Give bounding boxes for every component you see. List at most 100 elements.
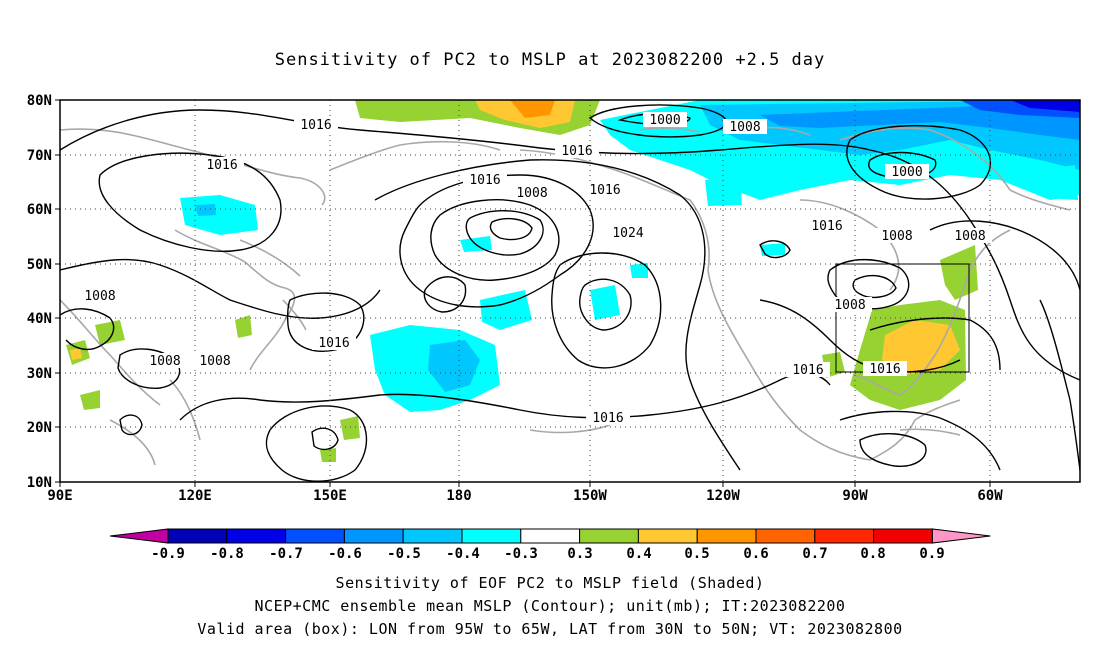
- colorbar-swatch: [285, 528, 345, 544]
- colorbar-label: 0.5: [684, 546, 709, 562]
- svg-text:1008: 1008: [84, 289, 115, 304]
- isobar-label: 1000: [885, 164, 929, 180]
- colorbar-label: -0.4: [446, 546, 480, 562]
- shaded-positive-areas: [66, 100, 978, 462]
- lon-label: 150E: [313, 488, 347, 504]
- svg-text:1016: 1016: [300, 118, 331, 133]
- latitude-labels: 80N 70N 60N 50N 40N 30N 20N 10N: [27, 93, 52, 491]
- colorbar-arrow-right: [931, 528, 991, 544]
- colorbar-swatch: [696, 528, 757, 544]
- colorbar-label: 0.7: [802, 546, 827, 562]
- isobar-label: 1016: [805, 218, 849, 234]
- chart-title: Sensitivity of PC2 to MSLP at 2023082200…: [274, 50, 826, 70]
- isobar-label: 1016: [463, 172, 507, 188]
- shaded-negative-areas: [180, 100, 1080, 412]
- svg-text:1016: 1016: [318, 336, 349, 351]
- lon-label: 150W: [573, 488, 607, 504]
- longitude-labels: 90E 120E 150E 180 150W 120W 90W 60W: [47, 488, 1003, 504]
- colorbar-swatch: [402, 528, 463, 544]
- colorbar-swatch: [461, 528, 522, 544]
- lon-label: 120E: [178, 488, 212, 504]
- caption-line-1: Sensitivity of EOF PC2 to MSLP field (Sh…: [335, 574, 765, 592]
- svg-text:1008: 1008: [954, 229, 985, 244]
- svg-text:1016: 1016: [561, 144, 592, 159]
- map-frame: [59, 99, 1081, 483]
- svg-text:1008: 1008: [516, 186, 547, 201]
- colorbar-swatch: [579, 528, 639, 544]
- isobar-label: 1016: [555, 143, 599, 159]
- svg-text:1000: 1000: [649, 113, 680, 128]
- isobar-label: 1016: [583, 182, 627, 198]
- isobar-label: 1008: [948, 228, 992, 244]
- lon-label: 90W: [842, 488, 868, 504]
- svg-text:1024: 1024: [612, 226, 643, 241]
- colorbar-swatch: [637, 528, 698, 544]
- colorbar-label: -0.3: [504, 546, 538, 562]
- colorbar-label: -0.7: [269, 546, 303, 562]
- svg-text:1008: 1008: [834, 298, 865, 313]
- isobar-label: 1008: [875, 228, 919, 244]
- lon-label: 60W: [977, 488, 1003, 504]
- lon-label: 90E: [47, 488, 72, 504]
- caption-line-2: NCEP+CMC ensemble mean MSLP (Contour); u…: [254, 597, 846, 615]
- isobar-label: 1016: [863, 361, 907, 377]
- isobar-label: 1024: [606, 225, 650, 241]
- axis-ticks: [55, 99, 991, 487]
- colorbar-label: -0.6: [328, 546, 362, 562]
- svg-text:1016: 1016: [792, 363, 823, 378]
- lat-label: 10N: [27, 475, 52, 491]
- colorbar-labels: -0.9 -0.8 -0.7 -0.6 -0.5 -0.4 -0.3 0.3 0…: [151, 546, 945, 562]
- svg-text:1016: 1016: [811, 219, 842, 234]
- svg-text:1008: 1008: [881, 229, 912, 244]
- isobar-label: 1016: [586, 410, 630, 426]
- colorbar-label: -0.8: [210, 546, 244, 562]
- svg-text:1016: 1016: [206, 158, 237, 173]
- isobar-label: 1008: [78, 288, 122, 304]
- lon-label: 180: [446, 488, 471, 504]
- isobar-labels: 1016 1000 1008 1016 1016 1008 1016 1000 …: [78, 112, 992, 426]
- lat-label: 60N: [27, 202, 52, 218]
- svg-text:1008: 1008: [199, 354, 230, 369]
- colorbar-swatch: [343, 528, 404, 544]
- colorbar-label: 0.3: [567, 546, 592, 562]
- isobar-label: 1008: [510, 185, 554, 201]
- isobar-label: 1008: [723, 119, 767, 135]
- isobar-label: 1016: [312, 335, 356, 351]
- svg-text:1008: 1008: [149, 354, 180, 369]
- svg-text:1016: 1016: [592, 411, 623, 426]
- colorbar-swatch: [226, 528, 287, 544]
- colorbar-label: 0.8: [860, 546, 885, 562]
- colorbar-swatch: [873, 528, 933, 544]
- colorbar-arrow-left: [109, 528, 169, 544]
- colorbar-label: -0.5: [387, 546, 421, 562]
- isobars: [60, 104, 1080, 482]
- colorbar-label: 0.4: [626, 546, 651, 562]
- isobar-label: 1016: [200, 157, 244, 173]
- lat-label: 30N: [27, 366, 52, 382]
- svg-text:1016: 1016: [869, 362, 900, 377]
- lat-label: 70N: [27, 148, 52, 164]
- colorbar-label: -0.9: [151, 546, 185, 562]
- lat-label: 20N: [27, 420, 52, 436]
- colorbar-swatches: [109, 528, 991, 544]
- caption-line-3: Valid area (box): LON from 95W to 65W, L…: [197, 620, 903, 638]
- lat-label: 80N: [27, 93, 52, 109]
- svg-text:1016: 1016: [469, 173, 500, 188]
- colorbar-swatch: [814, 528, 875, 544]
- colorbar-swatch: [755, 528, 816, 544]
- svg-text:1008: 1008: [729, 120, 760, 135]
- isobar-label: 1008: [143, 353, 187, 369]
- isobar-label: 1016: [786, 362, 830, 378]
- colorbar-label: 0.9: [919, 546, 944, 562]
- svg-text:1000: 1000: [891, 165, 922, 180]
- colorbar-swatch: [520, 528, 581, 544]
- isobar-label: 1008: [828, 297, 872, 313]
- svg-text:1016: 1016: [589, 183, 620, 198]
- isobar-label: 1008: [193, 353, 237, 369]
- isobar-label: 1000: [643, 112, 687, 128]
- lat-label: 50N: [27, 257, 52, 273]
- lat-label: 40N: [27, 311, 52, 327]
- colorbar: -0.9 -0.8 -0.7 -0.6 -0.5 -0.4 -0.3 0.3 0…: [109, 528, 991, 562]
- colorbar-label: 0.6: [743, 546, 768, 562]
